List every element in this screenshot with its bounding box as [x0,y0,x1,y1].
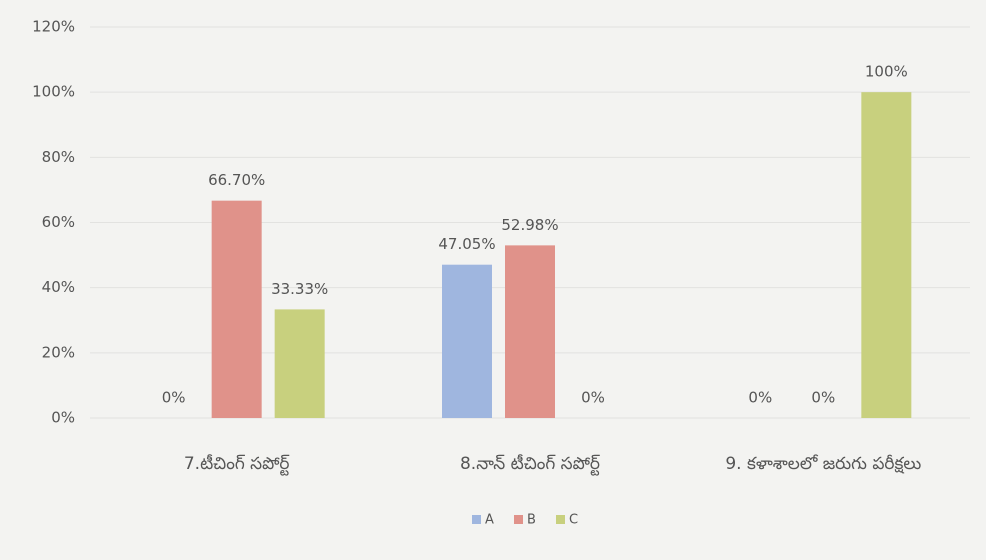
y-tick-label: 80% [42,148,75,166]
y-tick-label: 40% [42,278,75,296]
legend-label: B [527,513,536,528]
data-label: 0% [581,389,605,407]
y-tick-label: 20% [42,343,75,361]
y-tick-label: 120% [32,18,75,36]
legend-label: C [569,513,578,528]
data-label: 100% [865,63,908,81]
legend-label: A [485,513,494,528]
y-tick-label: 100% [32,83,75,101]
x-tick-label: 8.నాన్ టీచింగ్ సపోర్ట్ [460,454,600,476]
data-label: 0% [811,389,835,407]
bar [442,264,492,418]
y-tick-label: 60% [42,213,75,231]
data-label: 66.70% [208,171,265,189]
data-label: 0% [748,389,772,407]
legend-swatch [556,515,565,524]
legend-swatch [472,515,481,524]
legend-swatch [514,515,523,524]
data-label: 0% [162,389,186,407]
bar [211,200,262,418]
data-label: 47.05% [438,235,495,253]
data-label: 33.33% [271,280,328,298]
data-label: 52.98% [501,216,558,234]
y-tick-label: 0% [51,409,75,427]
x-tick-label: 9. కళాశాలలో జరుగు పరీక్షలు [725,454,921,474]
bar [274,309,325,418]
bar [505,245,555,418]
bar [861,92,912,419]
x-tick-label: 7.టీచింగ్ సపోర్ట్ [184,454,290,476]
